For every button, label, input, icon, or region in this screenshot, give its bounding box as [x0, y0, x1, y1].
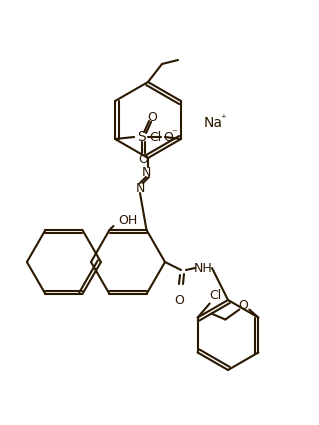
Text: Cl: Cl [149, 130, 161, 144]
Text: Cl: Cl [210, 289, 222, 302]
Text: N: N [141, 165, 151, 178]
Text: N: N [135, 181, 145, 195]
Text: O: O [238, 299, 248, 312]
Text: OH: OH [118, 215, 137, 227]
Text: O: O [163, 130, 173, 144]
Text: S: S [137, 130, 145, 144]
Text: Na: Na [204, 116, 223, 130]
Text: ⁺: ⁺ [220, 114, 226, 124]
Text: O: O [138, 153, 148, 165]
Text: NH: NH [194, 261, 212, 275]
Text: O: O [147, 110, 157, 124]
Text: ⁻: ⁻ [171, 128, 177, 138]
Text: O: O [174, 294, 184, 306]
